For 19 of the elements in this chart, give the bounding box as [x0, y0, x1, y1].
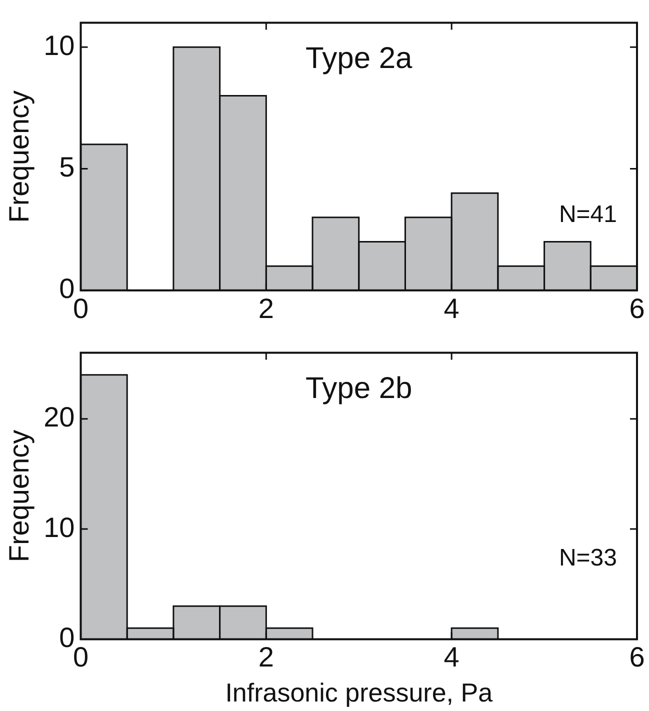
y-tick-label: 10 — [44, 512, 75, 543]
x-axis-title: Infrasonic pressure, Pa — [225, 678, 494, 708]
annotation: Type 2a — [305, 42, 413, 76]
y-tick-label: 0 — [59, 622, 75, 653]
annotation: N=41 — [558, 201, 617, 228]
y-tick-label: 10 — [44, 30, 75, 61]
y-tick-label: 5 — [59, 151, 75, 182]
x-tick-label: 4 — [444, 642, 460, 673]
x-tick-label: 2 — [258, 292, 274, 324]
x-tick-label: 4 — [444, 292, 460, 324]
annotation: N=33 — [558, 544, 617, 572]
y-axis-title: Frequency — [4, 90, 35, 223]
y-tick-label: 0 — [59, 273, 75, 304]
y-axis-title: Frequency — [4, 430, 35, 562]
annotation: Type 2b — [305, 372, 412, 406]
x-tick-label: 2 — [258, 642, 274, 673]
x-tick-label: 6 — [629, 292, 645, 324]
y-tick-label: 20 — [44, 402, 75, 433]
x-tick-label: 6 — [629, 642, 645, 673]
